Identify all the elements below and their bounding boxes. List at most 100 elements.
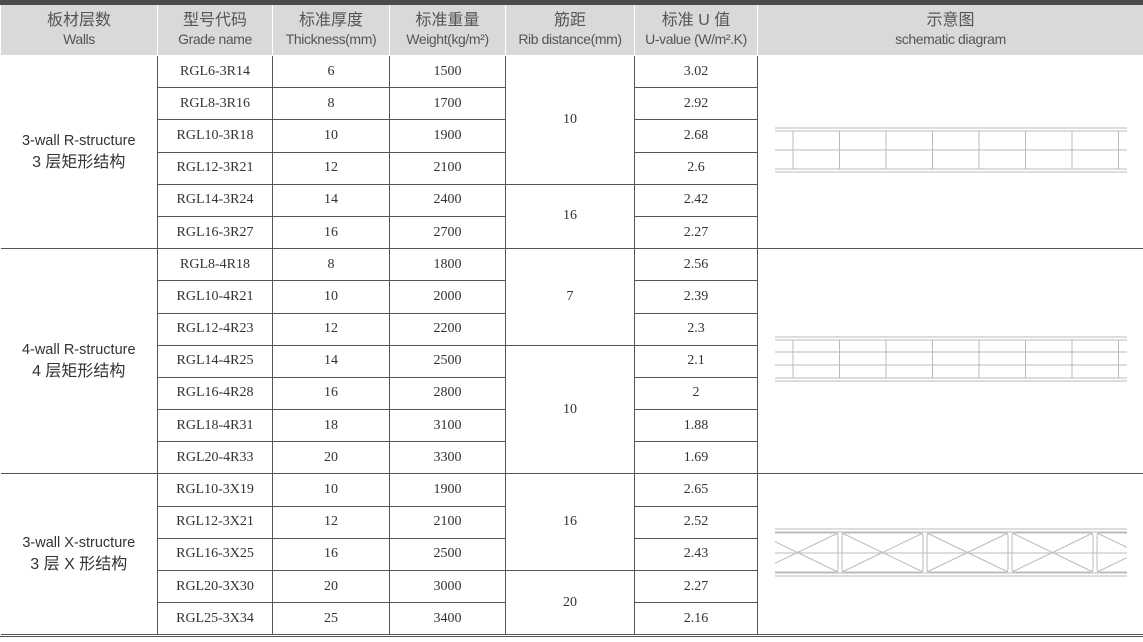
u-value-cell: 2.42 [634, 183, 758, 217]
grade-cell: RGL10-3X19 [157, 473, 273, 507]
rib-cell: 16 [505, 473, 635, 571]
header-en: Weight(kg/m²) [406, 31, 489, 47]
grade-cell: RGL16-3X25 [157, 537, 273, 572]
header-cn: 标准 U 值 [661, 12, 731, 29]
header-en: Thickness(mm) [285, 31, 377, 47]
u-value-cell: 2.43 [634, 537, 758, 572]
u-value-cell: 2.27 [634, 569, 758, 604]
column-header: 标准 U 值 U-value (W/m².K) [634, 5, 758, 56]
weight-cell: 2100 [389, 505, 506, 539]
column-header: 筋距 Rib distance(mm) [505, 5, 635, 56]
table-row: RGL14-4R25 14 2500 10 2.1 [1, 344, 1143, 475]
thickness-cell: 16 [272, 215, 390, 250]
walls-en: 3-wall R-structure [21, 133, 136, 150]
thickness-cell: 10 [272, 473, 390, 507]
thickness-cell: 12 [272, 312, 390, 346]
table-row: RGL12-4R23 12 2200 2.3 [1, 312, 1143, 346]
u-value-cell: 2.56 [634, 248, 758, 282]
grade-cell: RGL16-3R27 [157, 215, 273, 250]
top-bar [0, 0, 1143, 5]
table-row: RGL25-3X34 25 3400 2.16 [1, 602, 1143, 636]
grade-cell: RGL14-3R24 [157, 183, 273, 217]
table-row: RGL20-4R33 20 3300 1.69 [1, 441, 1143, 475]
u-value-cell: 2.68 [634, 119, 758, 153]
header-en: schematic diagram [895, 31, 1006, 47]
table-row: RGL14-3R24 14 2400 16 2.42 [1, 183, 1143, 250]
weight-cell: 2100 [389, 151, 506, 185]
thickness-cell: 12 [272, 505, 390, 539]
grade-cell: RGL12-4R23 [157, 312, 273, 346]
u-value-cell: 2.39 [634, 280, 758, 314]
spec-table: 板材层数 Walls 型号代码 Grade name 标准厚度 Thickness(mm)… [0, 5, 1143, 636]
thickness-cell: 18 [272, 409, 390, 443]
thickness-cell: 6 [272, 55, 390, 89]
weight-cell: 1700 [389, 87, 506, 121]
column-header: 示意图 schematic diagram [757, 5, 1143, 56]
walls-cell: 4-wall R-structure 4 层矩形结构 [0, 248, 158, 475]
table-row: RGL12-3R21 12 2100 2.6 [1, 151, 1143, 185]
header-en: Walls [63, 31, 95, 47]
x-3-schematic-diagram [756, 528, 1143, 577]
grade-cell: RGL8-4R18 [157, 248, 273, 282]
weight-cell: 1900 [389, 473, 506, 507]
thickness-cell: 8 [272, 87, 390, 121]
header-cn: 板材层数 [46, 12, 111, 29]
thickness-cell: 25 [272, 602, 390, 636]
thickness-cell: 14 [272, 183, 390, 217]
walls-cn: 3 层矩形结构 [32, 154, 126, 172]
walls-en: 3-wall X-structure [22, 535, 136, 552]
walls-en: 4-wall R-structure [21, 342, 136, 359]
walls-cell: 3-wall R-structure 3 层矩形结构 [0, 55, 158, 250]
u-value-cell: 3.02 [634, 55, 758, 89]
rib-cell: 16 [505, 183, 635, 250]
weight-cell: 3000 [389, 569, 506, 604]
thickness-cell: 16 [272, 376, 390, 411]
weight-cell: 2500 [389, 537, 506, 572]
weight-cell: 1900 [389, 119, 506, 153]
table-row: RGL16-4R28 16 2800 2 [1, 376, 1143, 411]
u-value-cell: 2.1 [634, 344, 758, 378]
grade-cell: RGL6-3R14 [157, 55, 273, 89]
table-row: RGL16-3R27 16 2700 2.27 [1, 215, 1143, 250]
walls-cn: 4 层矩形结构 [32, 363, 126, 381]
thickness-cell: 20 [272, 569, 390, 604]
table-row: RGL10-4R21 10 2000 2.39 [1, 280, 1143, 314]
u-value-cell: 2.6 [634, 151, 758, 185]
table-row: 3-wall R-structure 3 层矩形结构 RGL6-3R14 6 1500 1… [0, 55, 1143, 250]
column-header: 标准重量 Weight(kg/m²) [389, 5, 506, 56]
header-row: 板材层数 Walls 型号代码 Grade name 标准厚度 Thickness(mm)… [0, 5, 1143, 56]
u-value-cell: 2.92 [634, 87, 758, 121]
weight-cell: 3400 [389, 602, 506, 636]
header-en: Rib distance(mm) [518, 31, 622, 47]
rib-cell: 10 [505, 344, 635, 475]
u-value-cell: 2.52 [634, 505, 758, 539]
weight-cell: 3300 [389, 441, 506, 475]
header-en: Grade name [178, 31, 252, 47]
u-value-cell: 1.88 [634, 409, 758, 443]
u-value-cell: 1.69 [634, 441, 758, 475]
weight-cell: 1800 [389, 248, 506, 282]
diagram-cell [756, 473, 1143, 636]
thickness-cell: 16 [272, 537, 390, 572]
weight-cell: 2700 [389, 215, 506, 250]
rib-cell: 7 [505, 248, 635, 346]
weight-cell: 2800 [389, 376, 506, 411]
header-cn: 筋距 [553, 12, 586, 29]
grade-cell: RGL12-3R21 [157, 151, 273, 185]
u-value-cell: 2 [634, 376, 758, 411]
table-row: RGL12-3X21 12 2100 2.52 [1, 505, 1143, 539]
u-value-cell: 2.65 [634, 473, 758, 507]
u-value-cell: 2.16 [634, 602, 758, 636]
weight-cell: 1500 [389, 55, 506, 89]
grade-cell: RGL20-3X30 [157, 569, 273, 604]
bottom-line [0, 636, 1143, 637]
grade-cell: RGL10-3R18 [157, 119, 273, 153]
weight-cell: 3100 [389, 409, 506, 443]
u-value-cell: 2.3 [634, 312, 758, 346]
table-row: RGL16-3X25 16 2500 2.43 [1, 537, 1143, 572]
thickness-cell: 8 [272, 248, 390, 282]
thickness-cell: 20 [272, 441, 390, 475]
grade-cell: RGL12-3X21 [157, 505, 273, 539]
column-header: 标准厚度 Thickness(mm) [272, 5, 390, 56]
diagram-cell [757, 248, 1143, 475]
